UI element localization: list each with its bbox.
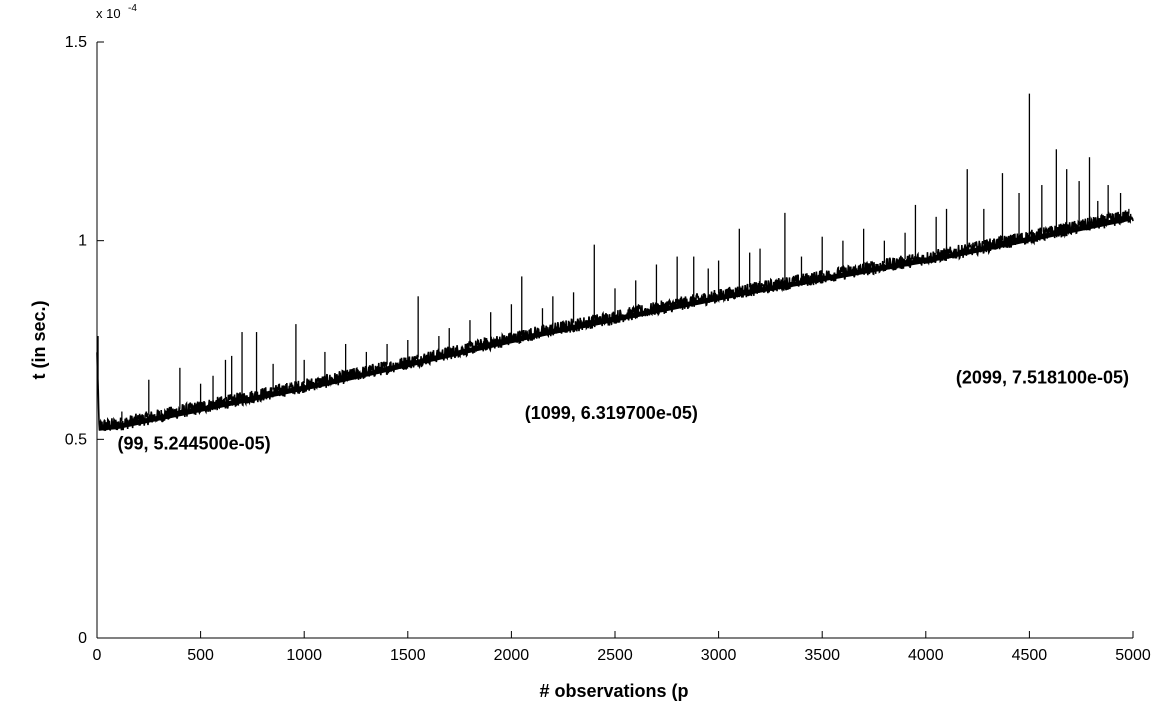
y-exponent-power: -4 — [128, 3, 137, 14]
annotations: (99, 5.244500e-05) (1099, 6.319700e-05) (2… — [118, 367, 1130, 454]
annotation-label: (2099, 7.518100e-05) — [956, 367, 1129, 387]
data-series — [96, 93, 1134, 432]
x-tick-label: 500 — [187, 647, 214, 664]
annotation-label: (99, 5.244500e-05) — [118, 434, 271, 454]
axes — [96, 41, 1134, 639]
x-tick-label: 0 — [93, 647, 102, 664]
y-tick-label: 0 — [78, 630, 87, 647]
x-tick-label: 4500 — [1012, 647, 1048, 664]
annotation-label: (1099, 6.319700e-05) — [525, 403, 698, 423]
x-tick-label: 2000 — [494, 647, 530, 664]
x-axis-label: # observations (p — [539, 681, 688, 701]
y-tick-label: 0.5 — [65, 431, 87, 448]
y-axis-label: t (in sec.) — [29, 300, 49, 379]
y-exponent-base: x 10 — [96, 6, 121, 21]
x-tick-label: 5000 — [1115, 647, 1151, 664]
x-tick-label: 3500 — [804, 647, 840, 664]
y-tick-label: 1 — [78, 233, 87, 250]
series-band — [98, 215, 1131, 431]
x-tick-label: 3000 — [701, 647, 737, 664]
y-tick-label: 1.5 — [65, 34, 87, 51]
tick-labels: 0 500 1000 1500 2000 2500 3000 3500 4000 4500 5000… — [65, 34, 1151, 664]
x-tick-label: 1000 — [286, 647, 322, 664]
x-tick-label: 1500 — [390, 647, 426, 664]
x-tick-label: 4000 — [908, 647, 944, 664]
x-tick-label: 2500 — [597, 647, 633, 664]
